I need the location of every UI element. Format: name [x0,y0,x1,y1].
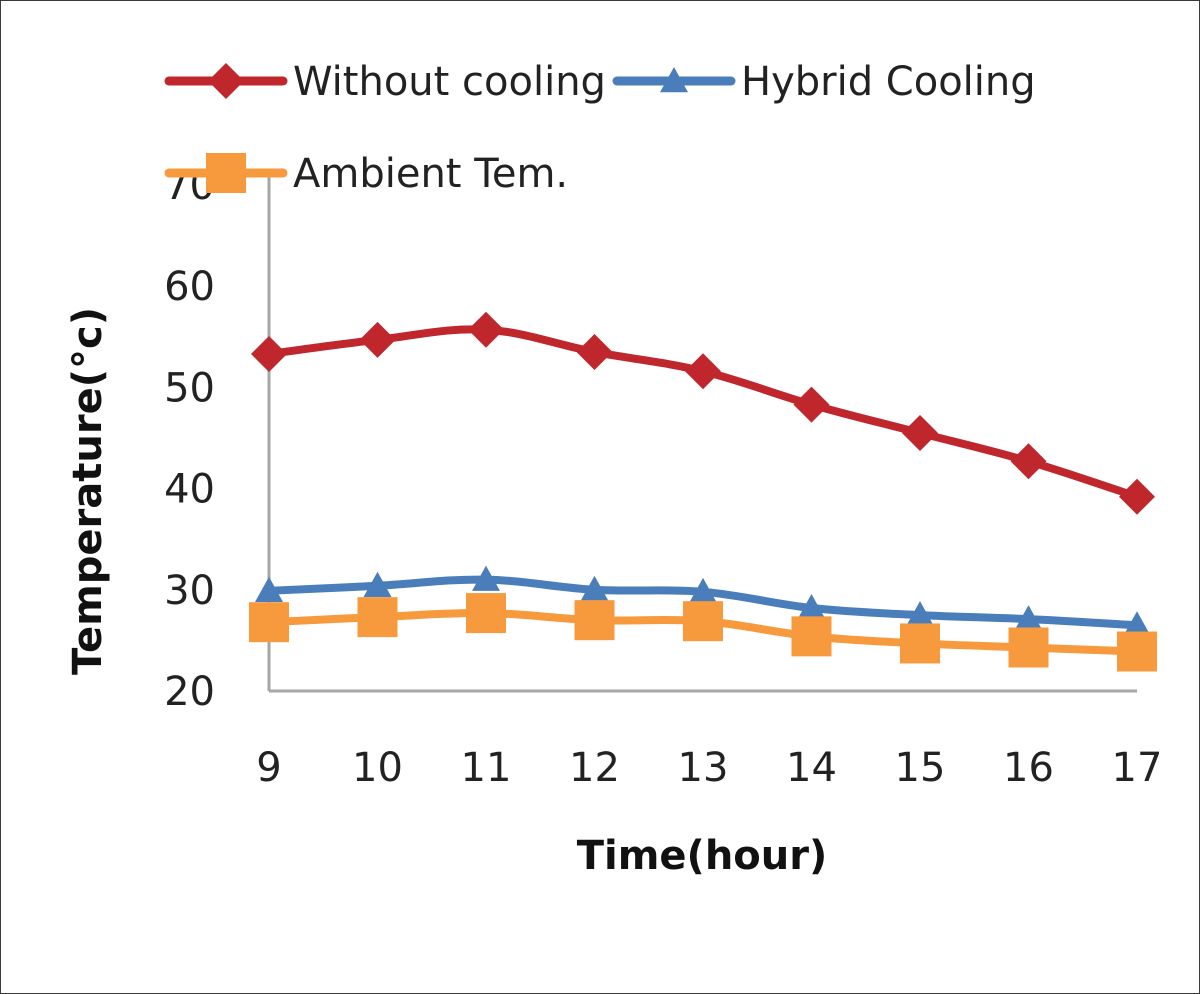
data-point [1123,611,1151,637]
data-point [685,353,721,390]
x-axis-title: Time(hour) [577,833,828,879]
data-point [906,601,934,627]
y-tick-label: 60 [164,264,215,310]
x-tick-label: 16 [1003,745,1054,791]
y-tick-label: 30 [164,568,215,614]
data-point [689,577,717,604]
legend-label: Without cooling [293,59,606,105]
legend-item: Hybrid Cooling [612,59,1036,105]
data-point [1014,605,1043,631]
series-without-cooling [251,311,1155,515]
legend-marker [660,67,688,93]
data-point [574,600,615,641]
data-point [793,386,830,423]
data-point [468,311,504,348]
legend-label: Ambient Tem. [293,151,568,197]
y-tick-label: 40 [164,467,215,513]
y-tick-label: 50 [164,365,215,411]
legend: Without cooling Hybrid Cooling Ambient Tem… [164,59,1036,197]
x-tick-label: 14 [786,745,837,791]
x-tick-label: 12 [569,745,620,791]
x-tick-label: 9 [256,745,281,791]
data-point [472,565,500,591]
x-tick-labels: 9 10 11 12 13 14 15 16 17 [256,745,1162,791]
data-point [249,602,289,643]
data-point [357,597,398,638]
data-point [359,321,396,358]
series-ambient-tem [249,593,1157,672]
x-tick-label: 11 [461,745,512,791]
data-point [797,594,826,620]
legend-marker [206,153,246,193]
data-point [576,333,613,370]
x-tick-label: 17 [1112,745,1163,791]
y-tick-label: 20 [164,669,215,715]
legend-item: Without cooling [164,59,606,105]
y-axis-title: Temperature(°c) [65,307,111,675]
x-tick-label: 13 [678,745,729,791]
data-point [902,414,938,451]
legend-label: Hybrid Cooling [741,59,1036,105]
data-point [1119,478,1155,515]
data-point [791,616,832,657]
data-point [1010,443,1047,480]
x-tick-label: 10 [352,745,403,791]
data-point [580,575,609,601]
data-point [683,601,723,642]
x-tick-label: 15 [895,745,946,791]
data-point [251,336,287,373]
data-point [255,576,283,603]
series-layer [249,311,1157,672]
data-point [1117,631,1157,672]
data-point [363,571,392,597]
data-point [900,623,940,664]
legend-marker [208,63,244,99]
data-point [1008,627,1049,668]
legend-item: Ambient Tem. [164,151,568,197]
data-point [466,593,506,634]
series-hybrid-cooling [255,565,1151,637]
